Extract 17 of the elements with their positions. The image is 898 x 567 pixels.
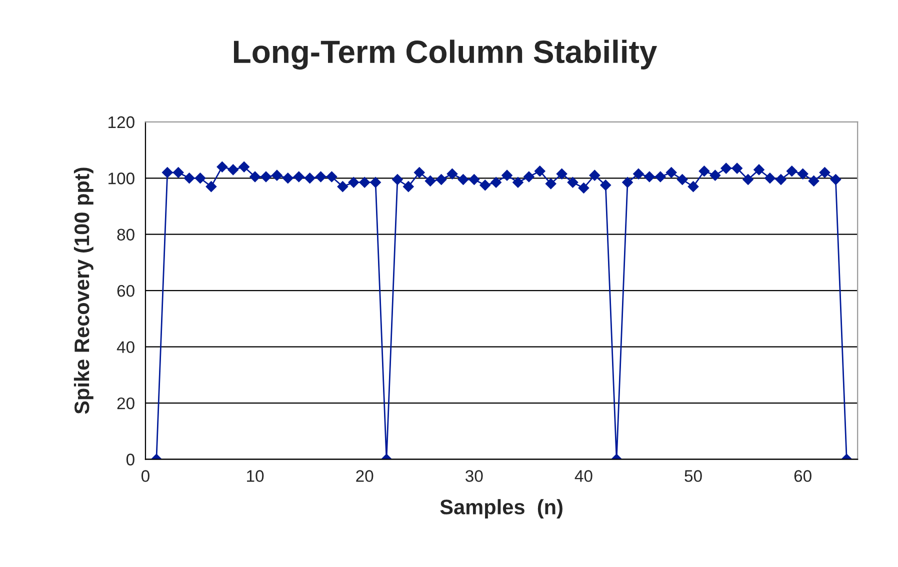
x-tick-label: 10 — [247, 470, 264, 482]
y-tick-label: 100 — [108, 172, 134, 184]
x-tick-label: 20 — [356, 470, 374, 482]
x-tick-label: 50 — [684, 470, 702, 482]
x-tick-label: 0 — [141, 470, 150, 482]
y-tick-label: 0 — [126, 454, 134, 466]
x-tick-label: 40 — [574, 470, 592, 482]
x-tick-label: 30 — [466, 470, 483, 482]
y-tick-label: 40 — [116, 341, 134, 354]
chart-title: Long-Term Column Stability — [234, 40, 658, 70]
x-axis-title: Samples (n) — [440, 499, 562, 519]
x-tick-label: 60 — [794, 470, 812, 482]
y-tick-label: 120 — [108, 116, 134, 128]
y-tick-label: 80 — [117, 228, 134, 241]
y-axis-title: Spike Recovery (100 ppt) — [74, 168, 94, 414]
y-tick-label: 20 — [117, 397, 134, 410]
y-tick-label: 60 — [117, 284, 134, 297]
